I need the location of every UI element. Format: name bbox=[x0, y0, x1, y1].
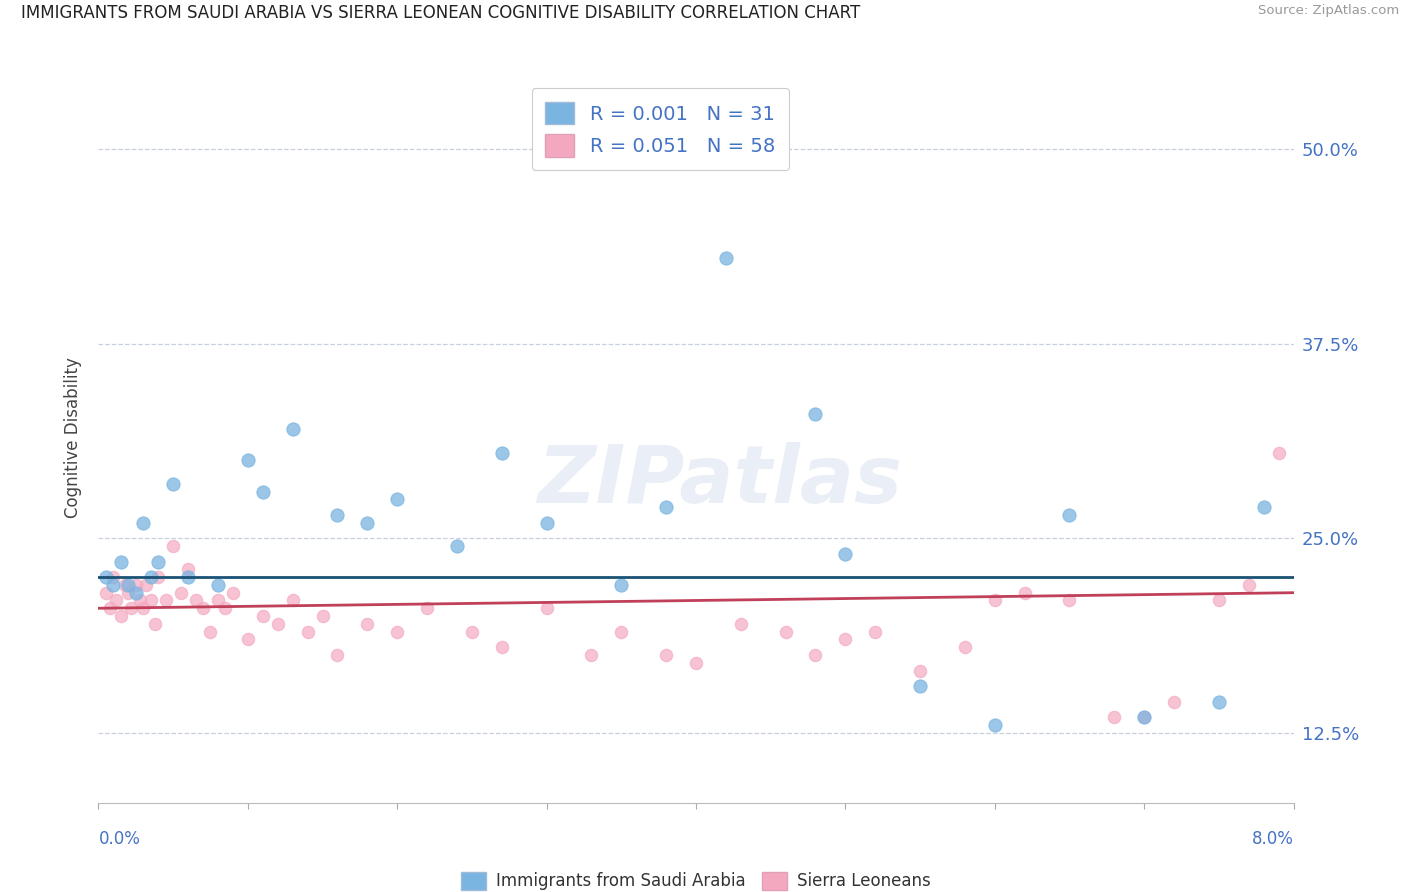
Point bbox=[139, 570, 162, 584]
Point bbox=[1208, 593, 1230, 607]
Point bbox=[491, 445, 513, 459]
Point bbox=[1163, 695, 1185, 709]
Point bbox=[148, 570, 170, 584]
Point bbox=[984, 593, 1007, 607]
Point bbox=[103, 578, 125, 592]
Point bbox=[1059, 508, 1081, 522]
Point bbox=[446, 539, 468, 553]
Point bbox=[1059, 593, 1081, 607]
Point bbox=[1237, 578, 1260, 592]
Point bbox=[117, 578, 139, 592]
Point bbox=[834, 547, 856, 561]
Point bbox=[610, 624, 633, 639]
Point bbox=[775, 624, 797, 639]
Point bbox=[491, 640, 513, 655]
Point bbox=[135, 578, 157, 592]
Point bbox=[155, 593, 177, 607]
Point bbox=[1102, 710, 1125, 724]
Point bbox=[184, 593, 207, 607]
Point bbox=[536, 601, 558, 615]
Point bbox=[120, 601, 142, 615]
Y-axis label: Cognitive Disability: Cognitive Disability bbox=[65, 357, 83, 517]
Point bbox=[143, 616, 166, 631]
Point bbox=[714, 251, 737, 265]
Point bbox=[297, 624, 319, 639]
Point bbox=[281, 593, 304, 607]
Point bbox=[356, 616, 378, 631]
Point bbox=[169, 585, 191, 599]
Point bbox=[267, 616, 290, 631]
Point bbox=[1208, 695, 1230, 709]
Point bbox=[191, 601, 214, 615]
Point bbox=[125, 578, 148, 592]
Point bbox=[908, 679, 931, 693]
Point bbox=[252, 609, 274, 624]
Point bbox=[236, 453, 259, 467]
Point bbox=[834, 632, 856, 647]
Point bbox=[207, 578, 229, 592]
Point bbox=[655, 500, 678, 515]
Text: 8.0%: 8.0% bbox=[1251, 830, 1294, 847]
Point bbox=[94, 570, 117, 584]
Point bbox=[581, 648, 603, 662]
Point bbox=[139, 593, 162, 607]
Point bbox=[385, 624, 409, 639]
Point bbox=[326, 508, 349, 522]
Point bbox=[356, 516, 378, 530]
Legend: Immigrants from Saudi Arabia, Sierra Leoneans: Immigrants from Saudi Arabia, Sierra Leo… bbox=[454, 865, 938, 892]
Point bbox=[804, 648, 827, 662]
Point bbox=[148, 555, 170, 569]
Point bbox=[125, 585, 148, 599]
Point bbox=[94, 585, 117, 599]
Point bbox=[953, 640, 976, 655]
Point bbox=[207, 593, 229, 607]
Point bbox=[385, 492, 409, 507]
Point bbox=[863, 624, 887, 639]
Point bbox=[222, 585, 245, 599]
Point bbox=[416, 601, 439, 615]
Point bbox=[252, 484, 274, 499]
Point bbox=[326, 648, 349, 662]
Point bbox=[1267, 445, 1289, 459]
Point bbox=[685, 656, 707, 670]
Point bbox=[1133, 710, 1156, 724]
Point bbox=[98, 601, 122, 615]
Point bbox=[1014, 585, 1036, 599]
Point bbox=[132, 601, 155, 615]
Point bbox=[177, 570, 200, 584]
Point bbox=[200, 624, 222, 639]
Point bbox=[129, 593, 152, 607]
Text: 0.0%: 0.0% bbox=[98, 830, 141, 847]
Point bbox=[110, 555, 132, 569]
Point bbox=[132, 516, 155, 530]
Point bbox=[536, 516, 558, 530]
Point bbox=[281, 422, 304, 436]
Point bbox=[730, 616, 752, 631]
Point bbox=[117, 585, 139, 599]
Text: ZIPatlas: ZIPatlas bbox=[537, 442, 903, 520]
Point bbox=[103, 570, 125, 584]
Point bbox=[162, 539, 184, 553]
Point bbox=[655, 648, 678, 662]
Point bbox=[114, 578, 136, 592]
Point bbox=[236, 632, 259, 647]
Point bbox=[610, 578, 633, 592]
Point bbox=[804, 407, 827, 421]
Point bbox=[214, 601, 236, 615]
Point bbox=[311, 609, 333, 624]
Point bbox=[105, 593, 128, 607]
Text: IMMIGRANTS FROM SAUDI ARABIA VS SIERRA LEONEAN COGNITIVE DISABILITY CORRELATION : IMMIGRANTS FROM SAUDI ARABIA VS SIERRA L… bbox=[21, 4, 860, 22]
Point bbox=[908, 664, 931, 678]
Point bbox=[110, 609, 132, 624]
Point bbox=[162, 476, 184, 491]
Point bbox=[984, 718, 1007, 732]
Point bbox=[177, 562, 200, 576]
Point bbox=[1133, 710, 1156, 724]
Text: Source: ZipAtlas.com: Source: ZipAtlas.com bbox=[1258, 4, 1399, 18]
Point bbox=[1253, 500, 1275, 515]
Point bbox=[461, 624, 484, 639]
